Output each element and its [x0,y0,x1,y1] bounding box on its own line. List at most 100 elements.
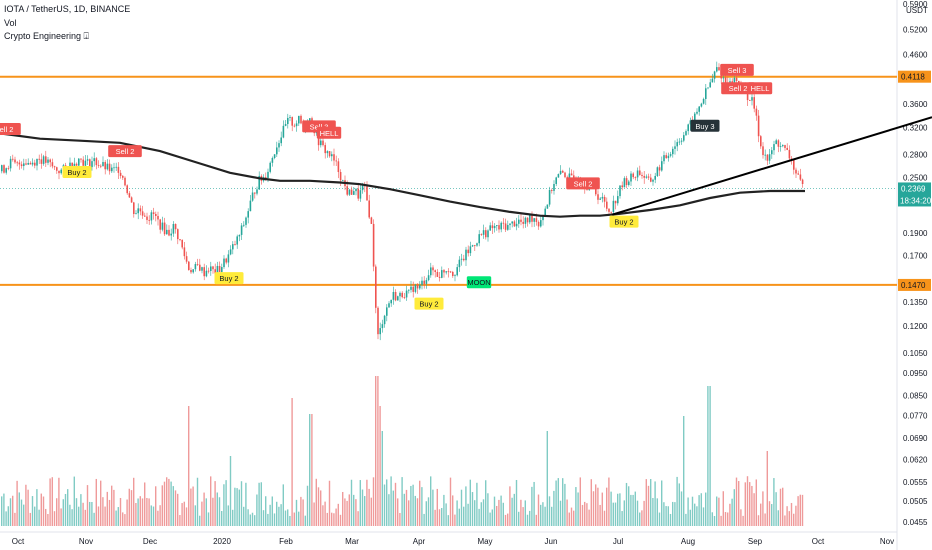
candle-body [227,254,230,263]
candle-body [188,261,190,271]
last-price-tag [898,182,931,207]
volume-bar [502,502,504,526]
candle-body [240,225,243,235]
candle-body [412,286,414,292]
volume-bar [777,510,779,526]
candle-body [267,171,269,178]
candle-body [548,189,551,205]
candle-body [458,259,461,268]
candle-body [403,297,406,298]
volume-bar [687,497,689,526]
volume-bar [469,479,471,526]
candle-body [95,158,98,166]
candle-body [245,217,247,225]
volume-bar [16,480,18,526]
volume-bar [680,491,683,526]
candle-body [84,160,87,166]
candle-body [196,264,199,265]
y-tick-label: 0.2800 [903,151,928,160]
candle-body [449,271,452,273]
candle-body [599,198,601,200]
y-tick-label: 0.1900 [903,229,928,238]
candle-body [31,162,34,165]
candle-body [359,190,362,199]
volume-bar [438,509,441,526]
candle-body [280,137,282,144]
volume-bar [1,496,3,526]
candle-body [150,212,153,221]
volume-bar [399,512,401,526]
volume-bar [256,494,258,526]
candle-body [647,176,650,178]
candle-body [111,167,113,172]
candle-body [16,162,18,164]
candle-body [192,269,194,273]
volume-bar [694,503,696,526]
candle-body [322,140,324,146]
volume-bar [36,489,38,526]
candle-body [762,146,764,156]
volume-bar [755,479,757,526]
candle-body [168,229,170,236]
volume-bar [408,500,410,526]
candle-body [606,201,608,209]
candle-body [610,211,612,213]
candle-body [687,124,689,132]
candle-body [9,158,12,169]
signal-badge [0,122,21,135]
candle-body [557,174,560,178]
candle-body [423,280,425,284]
volume-bar [612,502,614,526]
volume-bar [269,504,271,526]
volume-bar [788,511,790,526]
candle-body [674,146,676,149]
candle-body [75,163,78,166]
volume-bar [760,503,762,526]
volume-bar [38,509,40,526]
volume-bar [746,476,749,526]
candle-body [520,219,522,222]
volume-bar [249,514,251,526]
symbol-title: IOTA / TetherUS, 1D, BINANCE [4,4,131,14]
candle-body [207,270,210,272]
volume-bar [564,483,566,526]
candle-body [562,170,564,173]
candle-body [641,174,643,176]
candle-body [25,163,27,165]
candle-body [487,230,489,238]
candle-body [258,175,260,190]
candle-body [361,184,364,191]
candle-body [223,258,225,268]
volume-bar [702,507,705,526]
crypto-engineering-indicator-label[interactable]: Crypto Engineering ⍗ [4,31,89,41]
volume-bar [511,497,513,526]
y-tick-label: 0.5900 [903,0,928,9]
candle-body [722,77,725,79]
volume-bar [696,506,698,526]
candle-body [27,162,29,165]
volume-bar [124,514,126,526]
volume-bar [344,498,346,526]
volume-bar [185,507,188,526]
volume-bar [177,493,179,526]
candle-body [542,216,544,221]
candle-body [170,233,172,236]
candle-body [256,189,258,194]
volume-indicator-label[interactable]: Vol [4,18,17,28]
candle-body [504,223,507,230]
volume-bar [311,414,313,526]
volume-bar [317,487,320,526]
volume-bar [669,513,672,526]
y-tick-label: 0.1350 [903,298,928,307]
candle-body [117,166,120,173]
candle-body [53,166,56,168]
candle-body [56,167,58,171]
candle-body [273,154,276,159]
candle-body [669,154,672,156]
candle-body [667,155,670,159]
candle-body [102,162,104,167]
y-tick-label: 0.3200 [903,124,928,133]
candle-body [777,140,780,147]
x-tick-label: 2020 [213,537,231,546]
